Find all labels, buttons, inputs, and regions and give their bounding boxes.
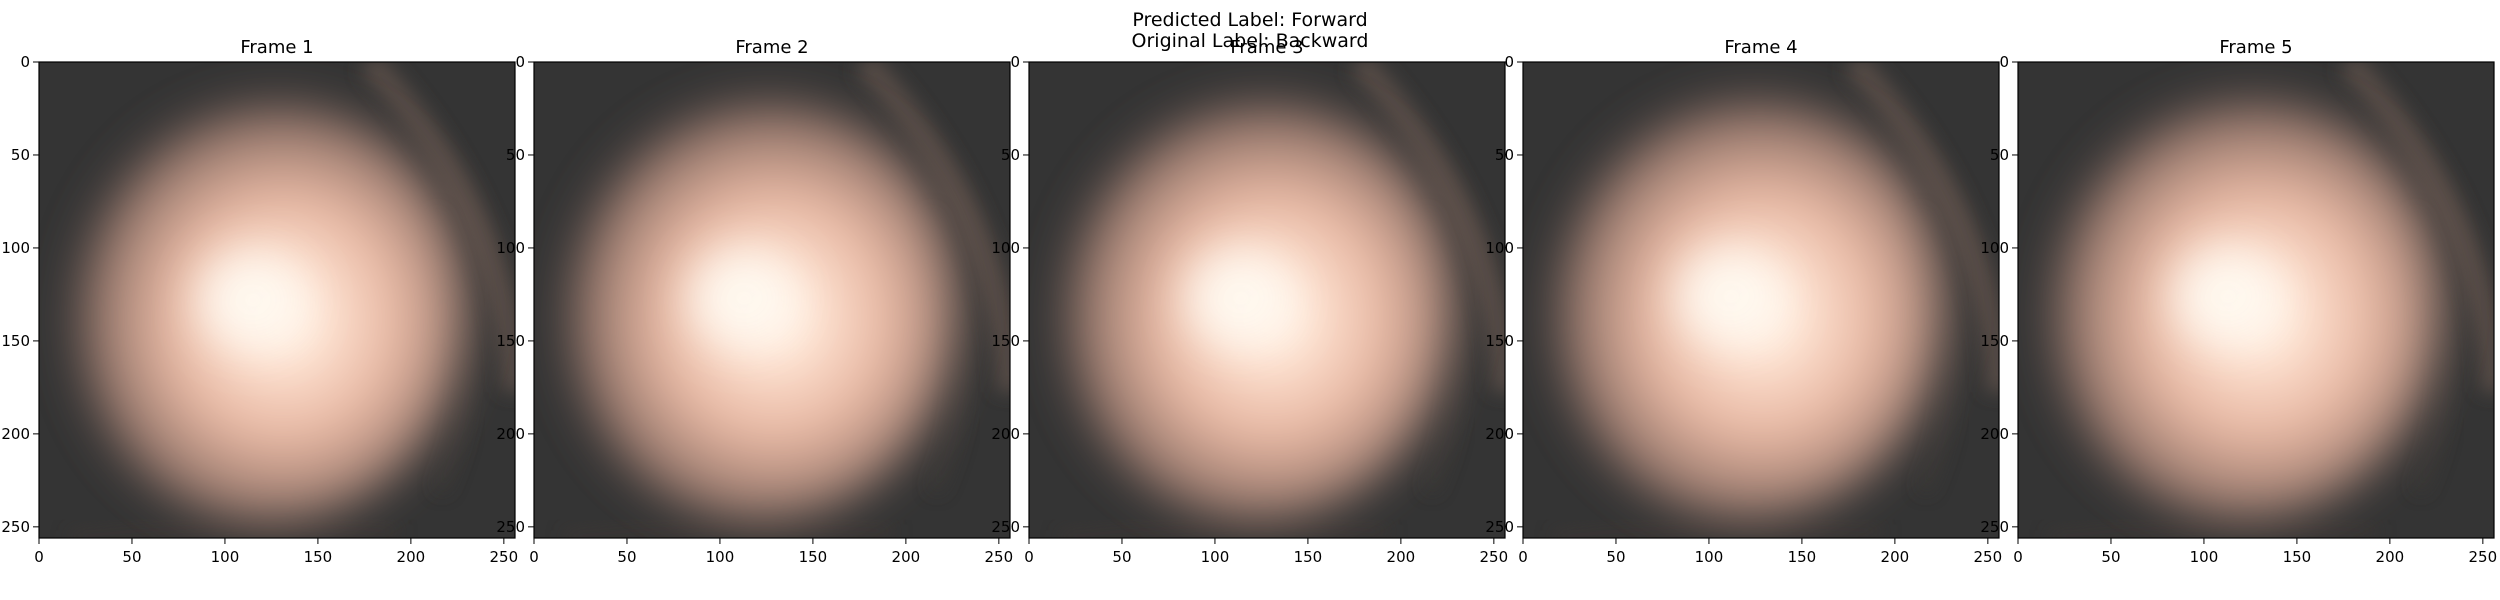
frame-title: Frame 5: [2219, 37, 2292, 58]
y-tick-label: 50: [1495, 146, 1514, 164]
frame-title: Frame 4: [1724, 37, 1797, 58]
x-tick-label: 150: [1788, 548, 1817, 566]
x-tick-label: 200: [397, 548, 426, 566]
y-tick-label: 100: [991, 239, 1020, 257]
y-tick-label: 0: [1010, 53, 1020, 71]
y-tick-label: 0: [1999, 53, 2009, 71]
x-tick-label: 200: [1387, 548, 1416, 566]
x-tick-label: 0: [1518, 548, 1528, 566]
x-tick-label: 250: [985, 548, 1014, 566]
x-tick-label: 150: [1294, 548, 1323, 566]
y-tick-label: 100: [1980, 239, 2009, 257]
x-tick-label: 50: [1606, 548, 1625, 566]
x-tick-label: 200: [892, 548, 921, 566]
x-tick-label: 50: [2101, 548, 2120, 566]
figure-title: Predicted Label: Forward Original Label:…: [0, 10, 2500, 52]
x-tick-label: 200: [2376, 548, 2405, 566]
x-tick-label: 100: [1695, 548, 1724, 566]
y-tick-label: 150: [496, 332, 525, 350]
x-tick-label: 0: [529, 548, 539, 566]
y-tick-label: 200: [1, 425, 30, 443]
frame-title: Frame 1: [240, 37, 313, 58]
frame-image: [1029, 62, 1505, 538]
x-tick-label: 150: [304, 548, 333, 566]
y-tick-label: 50: [1001, 146, 1020, 164]
frame-title: Frame 3: [1230, 37, 1303, 58]
original-label: Original Label: Backward: [1131, 30, 1369, 52]
x-tick-label: 250: [2469, 548, 2498, 566]
predicted-label: Predicted Label: Forward: [1132, 9, 1368, 31]
axes-frame: [1028, 61, 1506, 539]
y-tick-label: 250: [1980, 518, 2009, 536]
y-tick-label: 150: [1, 332, 30, 350]
x-tick-label: 100: [706, 548, 735, 566]
frame-title: Frame 2: [735, 37, 808, 58]
y-tick-label: 150: [991, 332, 1020, 350]
x-tick-label: 150: [799, 548, 828, 566]
y-tick-label: 250: [1, 518, 30, 536]
frame-image: [1523, 62, 1999, 538]
y-tick-label: 200: [496, 425, 525, 443]
x-tick-label: 200: [1881, 548, 1910, 566]
y-tick-label: 50: [11, 146, 30, 164]
x-tick-label: 50: [122, 548, 141, 566]
x-tick-label: 0: [2013, 548, 2023, 566]
y-tick-label: 150: [1485, 332, 1514, 350]
axes-frame: [1522, 61, 2000, 539]
y-tick-label: 0: [1504, 53, 1514, 71]
axes-frame: [38, 61, 516, 539]
y-tick-label: 100: [496, 239, 525, 257]
frame-image: [2018, 62, 2494, 538]
y-tick-label: 50: [1990, 146, 2009, 164]
y-tick-label: 0: [20, 53, 30, 71]
y-tick-label: 250: [991, 518, 1020, 536]
y-tick-label: 200: [991, 425, 1020, 443]
y-tick-label: 100: [1, 239, 30, 257]
y-tick-label: 0: [515, 53, 525, 71]
y-tick-label: 200: [1485, 425, 1514, 443]
y-tick-label: 250: [496, 518, 525, 536]
x-tick-label: 50: [1112, 548, 1131, 566]
axes-frame: [2017, 61, 2495, 539]
frame-image: [534, 62, 1010, 538]
y-tick-label: 200: [1980, 425, 2009, 443]
x-tick-label: 100: [211, 548, 240, 566]
x-tick-label: 250: [1974, 548, 2003, 566]
x-tick-label: 250: [490, 548, 519, 566]
y-tick-label: 250: [1485, 518, 1514, 536]
x-tick-label: 100: [1201, 548, 1230, 566]
x-tick-label: 0: [34, 548, 44, 566]
x-tick-label: 0: [1024, 548, 1034, 566]
x-tick-label: 250: [1480, 548, 1509, 566]
axes-frame: [533, 61, 1011, 539]
x-tick-label: 100: [2190, 548, 2219, 566]
y-tick-label: 50: [506, 146, 525, 164]
y-tick-label: 150: [1980, 332, 2009, 350]
x-tick-label: 150: [2283, 548, 2312, 566]
frame-image: [39, 62, 515, 538]
x-tick-label: 50: [617, 548, 636, 566]
y-tick-label: 100: [1485, 239, 1514, 257]
